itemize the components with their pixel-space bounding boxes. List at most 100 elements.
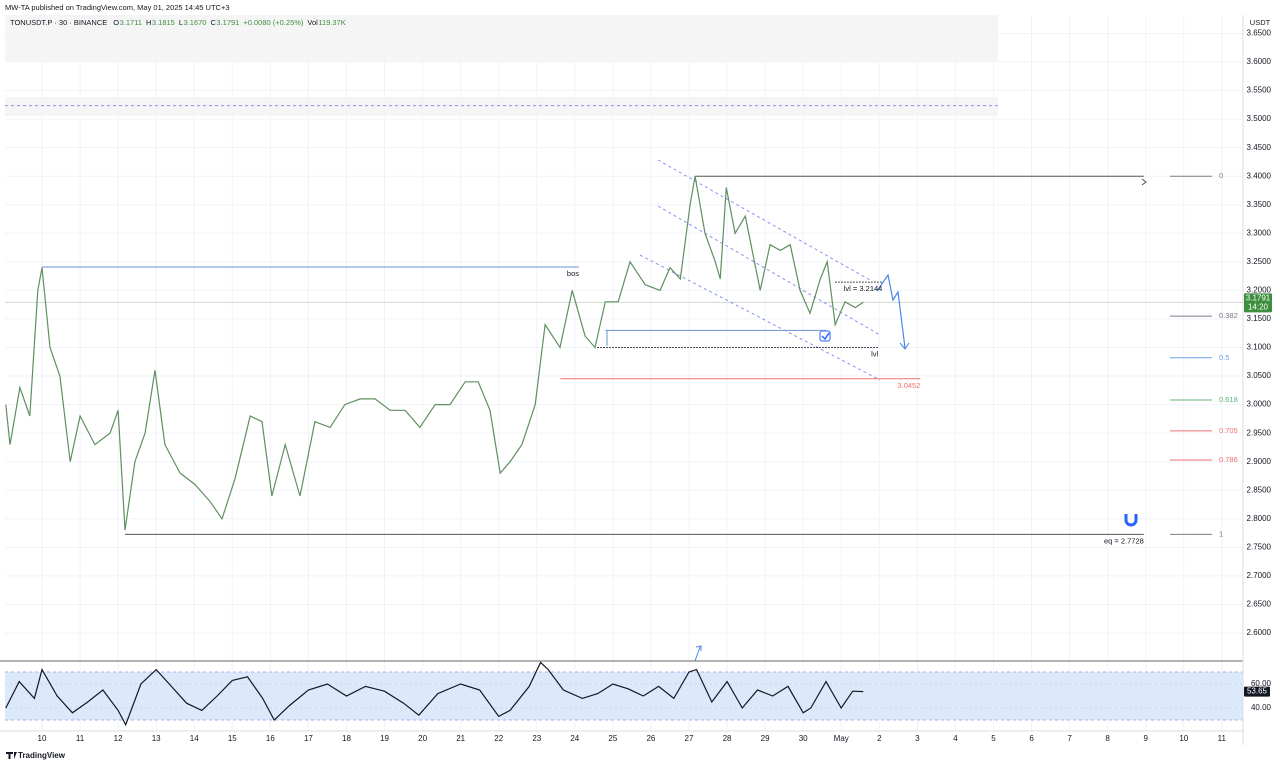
price-line	[5, 661, 864, 727]
x-tick-label: 30	[799, 734, 808, 743]
ohlc-value: 3.1815	[152, 18, 175, 27]
published-note: MW-TA published on TradingView.com, May …	[5, 3, 230, 12]
fib-label: 0	[1219, 171, 1223, 180]
x-tick-label: 4	[953, 734, 958, 743]
last-value-tag	[1244, 686, 1270, 697]
x-tick-label: 20	[418, 734, 427, 743]
x-tick-label: 25	[608, 734, 617, 743]
magnet-icon	[1124, 514, 1138, 527]
x-tick-label: 11	[1218, 734, 1227, 743]
ohlc-label: Vol	[307, 18, 318, 27]
x-tick-label: 26	[646, 734, 655, 743]
x-tick-label: 13	[152, 734, 161, 743]
drawings: bos lvl lvl = 3.2144 3.0452 eq = 2.7728 0 0.38…	[5, 105, 1238, 662]
ohlc-label: O	[113, 18, 119, 27]
y-tick-label: 3.1500	[1247, 314, 1272, 323]
y-tick-label: 3.4500	[1247, 143, 1272, 152]
last-value-label: 53.65	[1247, 687, 1268, 696]
y-tick-label: 2.8500	[1247, 485, 1272, 494]
ohlc-value: +0.0080 (+0.25%)	[243, 18, 304, 27]
axis-unit: USDT	[1250, 18, 1271, 27]
ohlc-label: H	[146, 18, 151, 27]
y-tick-label: 2.9000	[1247, 457, 1272, 466]
x-tick-label: 19	[380, 734, 389, 743]
x-tick-label: 22	[494, 734, 503, 743]
ohlc-label: L	[179, 18, 183, 27]
x-tick-label: 5	[991, 734, 996, 743]
ohlc-value: 119.37K	[318, 18, 345, 27]
y-tick-label: 3.6500	[1247, 29, 1272, 38]
fib-label: 0.705	[1219, 426, 1238, 435]
y-tick-label: 3.6000	[1247, 57, 1272, 66]
x-tick-label: 24	[570, 734, 579, 743]
y-tick-label: 3.2500	[1247, 257, 1272, 266]
y-tick-label: 3.5500	[1247, 86, 1272, 95]
y-tick-label: 2.6000	[1247, 628, 1272, 637]
x-tick-label: 23	[532, 734, 541, 743]
x-tick-label: 10	[38, 734, 47, 743]
ohlc-value: 3.1791	[216, 18, 239, 27]
logo	[6, 752, 17, 759]
fib-label: 0.5	[1219, 353, 1229, 362]
arrow-head	[1141, 178, 1147, 186]
x-tick-label: 16	[266, 734, 275, 743]
fib-label: 0.382	[1219, 311, 1238, 320]
x-tick-label: 28	[723, 734, 732, 743]
shaded-zone	[5, 15, 998, 62]
price-line	[5, 176, 864, 531]
x-tick-label: 3	[915, 734, 920, 743]
x-tick-label: 15	[228, 734, 237, 743]
drawing-label: lvl	[871, 349, 878, 358]
channel-line	[657, 205, 881, 336]
last-price-tag	[1244, 293, 1272, 313]
arrow	[694, 645, 702, 662]
y-tick-label: 2.8000	[1247, 514, 1272, 523]
x-tick-label: 12	[114, 734, 123, 743]
y-tick-label: 3.2000	[1247, 286, 1272, 295]
ohlc-value: 3.1670	[184, 18, 207, 27]
check-mark	[821, 332, 830, 341]
fib-label: 0.786	[1219, 455, 1238, 464]
x-tick-label: 29	[761, 734, 770, 743]
y-tick-label: 3.3000	[1247, 228, 1272, 237]
fib-label: 0.618	[1219, 395, 1238, 404]
drawing-label: eq = 2.7728	[1104, 536, 1144, 545]
x-tick-label: 7	[1067, 734, 1072, 743]
y-tick-label: 3.5000	[1247, 114, 1272, 123]
x-tick-label: 9	[1143, 734, 1148, 743]
ohlc-label: C	[210, 18, 216, 27]
y-tick-label: 3.1000	[1247, 343, 1272, 352]
y-tick-label: 3.3500	[1247, 200, 1272, 209]
x-tick-label: 10	[1179, 734, 1188, 743]
channel-line	[657, 159, 871, 281]
fib-label: 1	[1219, 529, 1223, 538]
symbol: TONUSDT.P · 30 · BINANCE	[10, 18, 107, 27]
countdown-label: 14:20	[1248, 302, 1269, 311]
shaded-zone	[5, 97, 998, 116]
y-tick-label: 3.4000	[1247, 171, 1272, 180]
y-tick-label: 2.6500	[1247, 600, 1272, 609]
last-price-label: 3.1791	[1246, 293, 1271, 302]
x-tick-label: 17	[304, 734, 313, 743]
y-tick-label: 3.0500	[1247, 371, 1272, 380]
rsi-band	[5, 671, 1243, 721]
x-tick-label: 8	[1105, 734, 1110, 743]
x-tick-label: 27	[685, 734, 694, 743]
y-tick-label: 2.9500	[1247, 428, 1272, 437]
x-tick-label: 6	[1029, 734, 1034, 743]
y-tick-label: 3.0000	[1247, 400, 1272, 409]
arrow-head	[899, 342, 910, 350]
projection-path	[876, 273, 906, 349]
footer: TradingView	[18, 751, 66, 760]
drawing-label: lvl = 3.2144	[844, 284, 883, 293]
y-tick-label: 2.7000	[1247, 571, 1272, 580]
y-tick-label: 40.00	[1251, 703, 1272, 712]
x-tick-label: 11	[76, 734, 85, 743]
y-tick-label: 2.7500	[1247, 542, 1272, 551]
check-icon	[819, 330, 831, 342]
y-tick-label: 60.00	[1251, 679, 1272, 688]
x-tick-label: 2	[877, 734, 882, 743]
x-tick-label: 18	[342, 734, 351, 743]
